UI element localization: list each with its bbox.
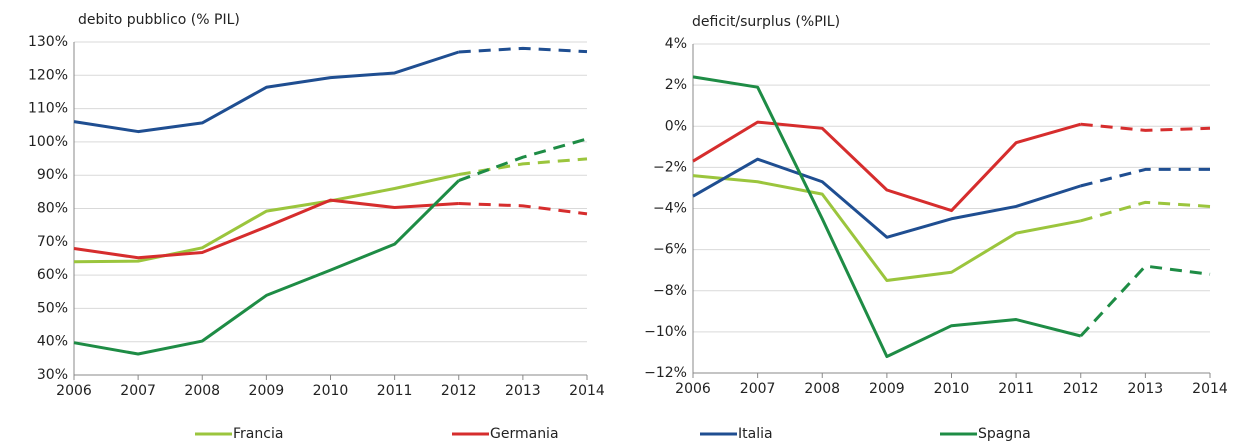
y-tick-label: 110% (28, 101, 68, 117)
series-line: Italia (73, 50, 460, 134)
series-line: Italia (692, 157, 1082, 239)
y-tick-label: −12% (644, 365, 687, 381)
y-tick-label: 90% (37, 167, 68, 183)
series-forecast-line: Francia (1080, 200, 1211, 223)
y-tick-label: 30% (37, 367, 68, 383)
x-tick-label: 2011 (377, 383, 413, 399)
x-tick-label: 2007 (120, 383, 156, 399)
y-tick-label: 4% (665, 36, 687, 52)
y-tick-label: −10% (644, 324, 687, 340)
legend-label: Italia (738, 426, 773, 442)
series-forecast-line: Spagna (458, 137, 588, 182)
legend-label: Germania (490, 426, 559, 442)
series-forecast-line: Italia (458, 46, 588, 54)
y-tick-label: 60% (37, 267, 68, 283)
x-tick-label: 2012 (441, 383, 477, 399)
x-tick-label: 2013 (505, 383, 541, 399)
legend-label: Spagna (978, 426, 1031, 442)
y-tick-label: 120% (28, 67, 68, 83)
x-tick-label: 2013 (1128, 381, 1164, 397)
y-tick-label: 0% (665, 118, 687, 134)
series-forecast-line: Francia (458, 157, 588, 177)
series-line: Francia (692, 174, 1082, 282)
series-line: Spagna (692, 75, 1082, 359)
x-tick-label: 2010 (313, 383, 349, 399)
chart-title: deficit/surplus (%PIL) (692, 14, 840, 30)
series-line: Germania (692, 120, 1082, 213)
x-tick-label: 2008 (184, 383, 220, 399)
chart-title: debito pubblico (% PIL) (78, 12, 240, 28)
x-tick-label: 2011 (998, 381, 1034, 397)
y-tick-label: 2% (665, 77, 687, 93)
series-forecast-line: Spagna (1079, 264, 1211, 338)
series-line: Spagna (73, 179, 460, 356)
y-tick-label: 50% (37, 300, 68, 316)
y-tick-label: −4% (653, 201, 687, 217)
legend-label: Francia (233, 426, 283, 442)
series-line: Germania (73, 198, 459, 260)
x-tick-label: 2009 (249, 383, 285, 399)
x-tick-label: 2010 (934, 381, 970, 397)
y-tick-label: 100% (28, 134, 68, 150)
x-tick-label: 2006 (675, 381, 711, 397)
y-tick-label: −8% (653, 283, 687, 299)
series-forecast-line: Germania (1080, 122, 1211, 132)
x-tick-label: 2014 (569, 383, 605, 399)
y-tick-label: 40% (37, 334, 68, 350)
x-tick-label: 2014 (1192, 381, 1228, 397)
y-tick-label: −6% (653, 242, 687, 258)
y-tick-label: 130% (28, 34, 68, 50)
x-tick-label: 2007 (740, 381, 776, 397)
series-line: Francia (73, 173, 460, 264)
x-tick-label: 2008 (804, 381, 840, 397)
x-tick-label: 2006 (56, 383, 92, 399)
x-tick-label: 2009 (869, 381, 905, 397)
y-tick-label: 80% (37, 201, 68, 217)
y-tick-label: 70% (37, 234, 68, 250)
x-tick-label: 2012 (1063, 381, 1099, 397)
series-forecast-line: Italia (1080, 167, 1210, 188)
series-forecast-line: Germania (458, 202, 588, 216)
y-tick-label: −2% (653, 159, 687, 175)
